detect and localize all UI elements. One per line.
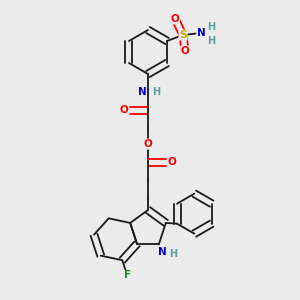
Text: S: S [179,30,187,40]
Text: H: H [152,87,160,97]
Text: N: N [138,87,146,97]
Text: H: H [207,36,215,46]
Text: F: F [124,270,131,280]
Text: H: H [169,249,177,259]
Text: O: O [181,46,189,56]
Text: O: O [120,105,128,115]
Text: N: N [197,28,206,38]
Text: N: N [158,247,166,257]
Text: H: H [207,22,215,32]
Text: O: O [168,157,176,167]
Text: O: O [144,139,152,149]
Text: O: O [171,14,179,24]
